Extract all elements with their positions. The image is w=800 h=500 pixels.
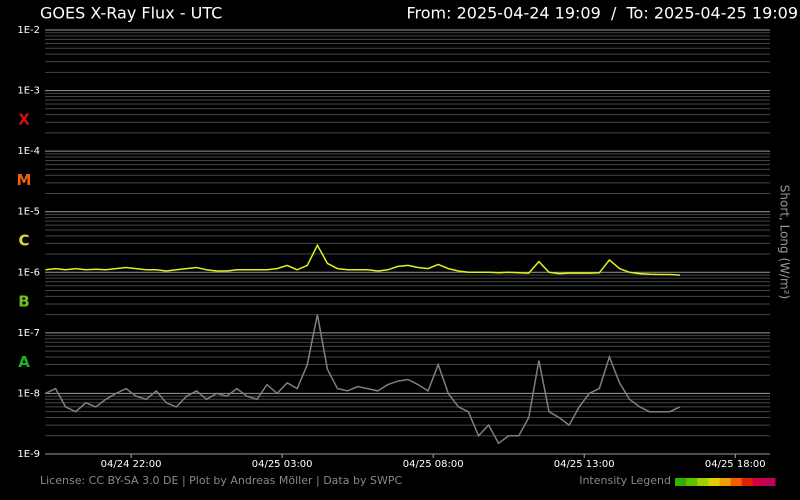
intensity-legend-swatch xyxy=(752,478,765,486)
intensity-legend-swatch xyxy=(697,478,709,486)
intensity-legend-swatch xyxy=(741,478,754,486)
intensity-legend-swatch xyxy=(763,478,776,486)
intensity-legend-swatch xyxy=(675,478,687,486)
y-tick-label: 1E-5 xyxy=(17,207,40,218)
intensity-legend-swatch xyxy=(686,478,698,486)
y-tick-label: 1E-9 xyxy=(17,449,40,460)
y-tick-label: 1E-7 xyxy=(17,328,40,339)
y-tick-label: 1E-8 xyxy=(17,388,40,399)
y-tick-label: 1E-2 xyxy=(17,25,40,36)
intensity-legend-swatch xyxy=(719,478,732,486)
flare-class-label: M xyxy=(17,171,32,189)
footer: License: CC BY-SA 3.0 DE | Plot by Andre… xyxy=(40,474,402,487)
intensity-legend-swatch xyxy=(730,478,743,486)
chart-subtitle: From: 2025-04-24 19:09 / To: 2025-04-25 … xyxy=(406,4,798,23)
chart-title: GOES X-Ray Flux - UTC xyxy=(40,4,222,23)
flare-class-label: B xyxy=(18,292,29,310)
y-tick-label: 1E-4 xyxy=(17,146,40,157)
x-tick-label: 04/25 03:00 xyxy=(252,459,313,470)
x-tick-label: 04/25 18:00 xyxy=(705,459,766,470)
y-tick-label: 1E-3 xyxy=(17,86,40,97)
flare-class-label: A xyxy=(18,353,30,371)
y-tick-label: 1E-6 xyxy=(17,267,40,278)
x-tick-label: 04/25 08:00 xyxy=(403,459,464,470)
x-tick-label: 04/24 22:00 xyxy=(101,459,162,470)
intensity-legend-swatch xyxy=(708,478,720,486)
x-tick-label: 04/25 13:00 xyxy=(554,459,615,470)
series-line xyxy=(45,243,680,276)
intensity-legend-label: Intensity Legend xyxy=(579,474,671,487)
flare-class-label: X xyxy=(18,111,30,129)
series-line xyxy=(45,314,681,445)
y-axis-label: Short, Long (W/m²) xyxy=(778,185,792,299)
flare-class-label: C xyxy=(18,232,29,250)
